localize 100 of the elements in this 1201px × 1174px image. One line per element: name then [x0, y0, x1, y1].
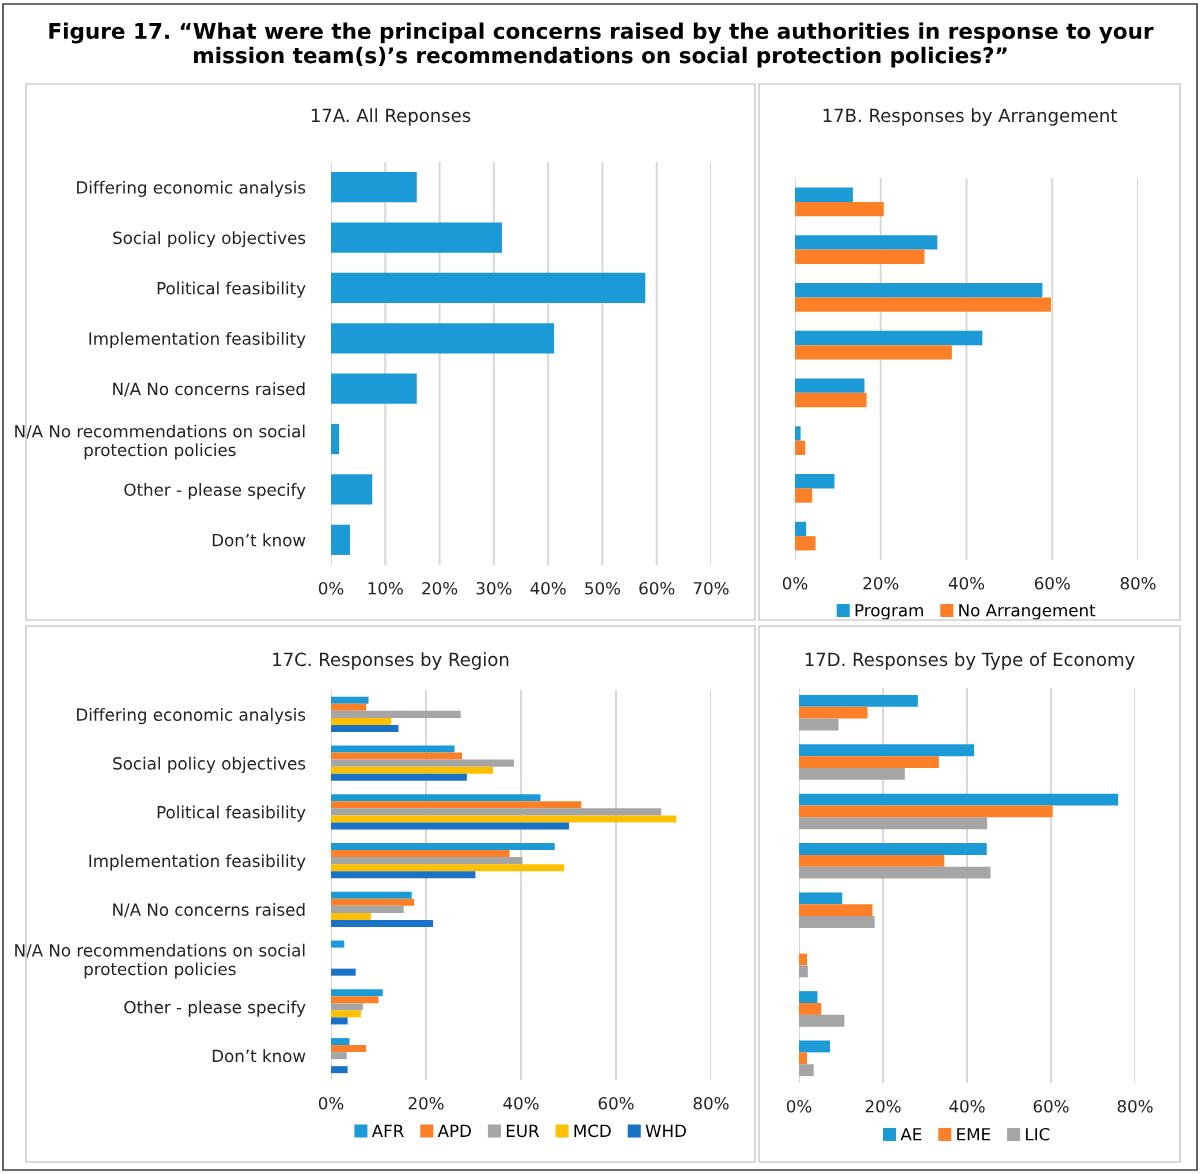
bar [799, 904, 873, 917]
legend-label: EUR [506, 1124, 540, 1138]
bar [799, 767, 905, 780]
bar [799, 965, 808, 978]
bar [331, 857, 523, 865]
bar [795, 249, 925, 264]
x-tick-label: 60% [1034, 576, 1070, 590]
y-tick-label: Social policy objectives [113, 756, 306, 773]
y-tick-label: Implementation feasibility [89, 331, 306, 349]
bar [799, 843, 987, 855]
x-tick-label: 80% [1120, 576, 1156, 590]
bar [331, 815, 677, 823]
legend-label: No Arrangement [959, 604, 1096, 620]
bar [795, 536, 816, 551]
x-tick-label: 30% [476, 581, 512, 595]
x-tick-label: 50% [585, 581, 621, 595]
chart-subtitle: 17D. Responses by Type of Economy [805, 652, 1135, 670]
bar [795, 521, 807, 537]
bar [331, 724, 399, 732]
bar [331, 850, 510, 858]
bar [331, 474, 373, 505]
bar [795, 378, 865, 393]
bar [331, 1066, 348, 1074]
bar [331, 822, 569, 830]
legend-label: Program [855, 604, 923, 620]
y-tick-label: N/A No recommendations on social protection policies [15, 424, 305, 460]
chart-subtitle: 17C. Responses by Region [273, 652, 509, 670]
bar [795, 187, 853, 202]
bar [799, 916, 875, 928]
y-tick-label: N/A No concerns raised [113, 382, 305, 397]
bar [795, 426, 801, 441]
legend-label: AFR [371, 1124, 404, 1137]
bar [795, 488, 813, 503]
x-tick-label: 40% [949, 1099, 985, 1113]
bar [331, 940, 345, 948]
bar [331, 996, 379, 1004]
bar [795, 330, 983, 346]
x-tick-label: 0% [782, 576, 808, 590]
bar [331, 696, 369, 704]
x-tick-label: 20% [863, 576, 899, 590]
legend-label: WHD [645, 1124, 686, 1137]
chart-subtitle: 17B. Responses by Arrangement [823, 108, 1117, 126]
bar [331, 745, 455, 753]
bar [331, 172, 417, 203]
bar [331, 1045, 367, 1053]
bar [331, 871, 476, 879]
legend-label: APD [437, 1124, 471, 1137]
bar [799, 793, 1119, 806]
y-tick-label: Social policy objectives [113, 231, 306, 248]
bar [795, 235, 938, 250]
bar [331, 423, 340, 455]
bar [799, 744, 975, 757]
x-tick-label: 40% [530, 581, 566, 595]
x-tick-label: 80% [1117, 1099, 1153, 1113]
bar [331, 905, 404, 913]
x-tick-label: 80% [693, 1096, 729, 1110]
x-tick-label: 20% [865, 1099, 901, 1113]
bar [795, 392, 867, 408]
bar [331, 373, 417, 404]
bar [799, 866, 991, 879]
bar [795, 474, 835, 489]
x-tick-label: 0% [318, 581, 344, 595]
bar [331, 717, 392, 725]
x-tick-label: 60% [598, 1096, 634, 1110]
bar [331, 773, 467, 781]
bar [799, 805, 1053, 818]
y-tick-label: Don’t know [212, 533, 306, 547]
bar [799, 1052, 807, 1065]
bar [331, 968, 356, 976]
x-tick-label: 70% [693, 581, 729, 595]
bar [795, 345, 952, 360]
chart-subtitle: 17A. All Reponses [311, 108, 471, 126]
bar [331, 808, 662, 816]
y-tick-label: Don’t know [212, 1049, 306, 1063]
bar [799, 718, 839, 731]
bar [331, 323, 555, 354]
bar [799, 1040, 831, 1053]
x-tick-label: 40% [503, 1096, 539, 1110]
x-tick-label: 0% [318, 1096, 344, 1110]
bar [795, 283, 1043, 298]
y-tick-label: N/A No concerns raised [113, 903, 305, 918]
legend-label: LIC [1026, 1127, 1050, 1141]
bar [799, 706, 868, 719]
bar [799, 694, 918, 707]
bar [795, 201, 884, 217]
bar [799, 756, 939, 768]
bar [331, 801, 582, 809]
y-tick-label: Differing economic analysis [77, 708, 306, 725]
bar [331, 1052, 347, 1060]
bar [331, 898, 415, 906]
bar [799, 854, 945, 867]
x-tick-label: 20% [422, 581, 458, 595]
bar [331, 272, 646, 304]
y-tick-label: Differing economic analysis [77, 180, 306, 197]
bar [799, 953, 807, 966]
legend-label: EME [957, 1128, 991, 1141]
x-tick-label: 20% [408, 1096, 444, 1110]
bar [331, 864, 565, 872]
bar [331, 524, 350, 555]
legend-label: AE [900, 1128, 922, 1141]
